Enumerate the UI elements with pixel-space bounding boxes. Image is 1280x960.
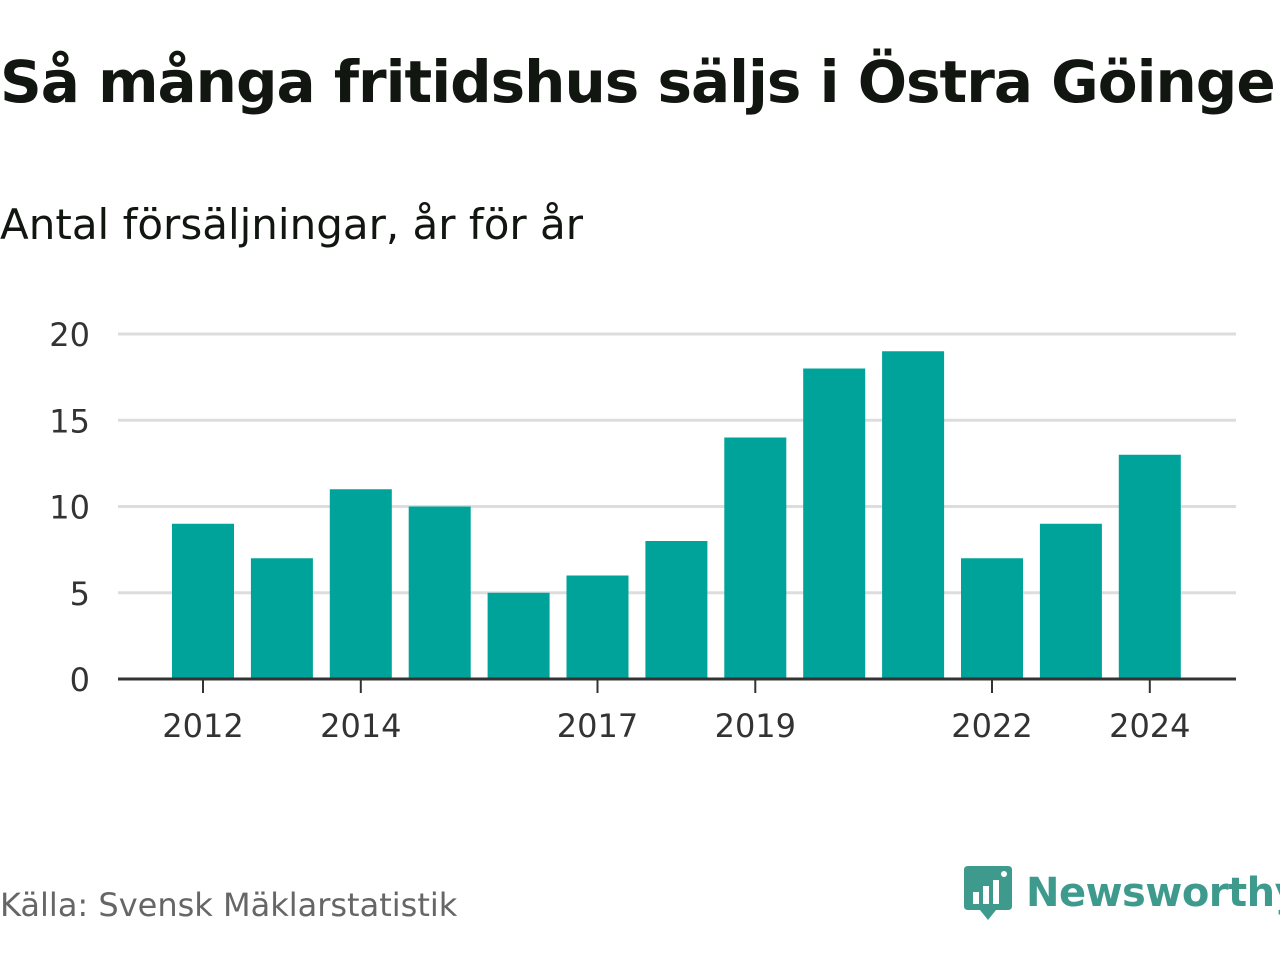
bar-2021 xyxy=(882,351,945,679)
y-tick-label: 20 xyxy=(49,316,90,354)
bar-2022 xyxy=(961,558,1023,679)
x-tick-label: 2012 xyxy=(162,707,243,745)
bar-2013 xyxy=(250,558,313,679)
bar-2016 xyxy=(487,592,550,679)
bar-2014 xyxy=(329,489,392,679)
x-tick-label: 2014 xyxy=(320,707,401,745)
bars xyxy=(172,351,1181,679)
y-tick-label: 10 xyxy=(49,489,90,527)
newsworthy-logo-text: Newsworthy xyxy=(1026,870,1280,916)
x-tick-label: 2017 xyxy=(557,707,638,745)
y-tick-labels: 0 5 10 15 20 xyxy=(49,316,90,699)
bar-chart: 0 5 10 15 20 2012 2014 2017 2019 2022 2024 xyxy=(49,316,1236,745)
bar-2019 xyxy=(724,437,787,679)
chart-subtitle: Antal försäljningar, år för år xyxy=(0,200,584,249)
y-tick-label: 0 xyxy=(70,661,90,699)
bar-2012 xyxy=(172,523,234,679)
y-tick-label: 5 xyxy=(70,575,90,613)
newsworthy-logo-icon xyxy=(964,866,1012,920)
bar-2020 xyxy=(803,368,866,679)
bar-2018 xyxy=(645,541,708,679)
x-tick-label: 2022 xyxy=(951,707,1032,745)
source-note: Källa: Svensk Mäklarstatistik xyxy=(0,886,458,924)
bar-2017 xyxy=(566,575,629,679)
x-tick-label: 2024 xyxy=(1109,707,1190,745)
bar-2024 xyxy=(1118,454,1181,679)
bar-2023 xyxy=(1039,523,1102,679)
newsworthy-logo: Newsworthy xyxy=(962,862,1280,924)
bar-2015 xyxy=(408,506,471,679)
chart-title: Så många fritidshus säljs i Östra Göinge xyxy=(0,48,1276,116)
x-tick-label: 2019 xyxy=(715,707,796,745)
y-tick-label: 15 xyxy=(49,402,90,440)
x-tick-labels: 2012 2014 2017 2019 2022 2024 xyxy=(162,679,1191,745)
